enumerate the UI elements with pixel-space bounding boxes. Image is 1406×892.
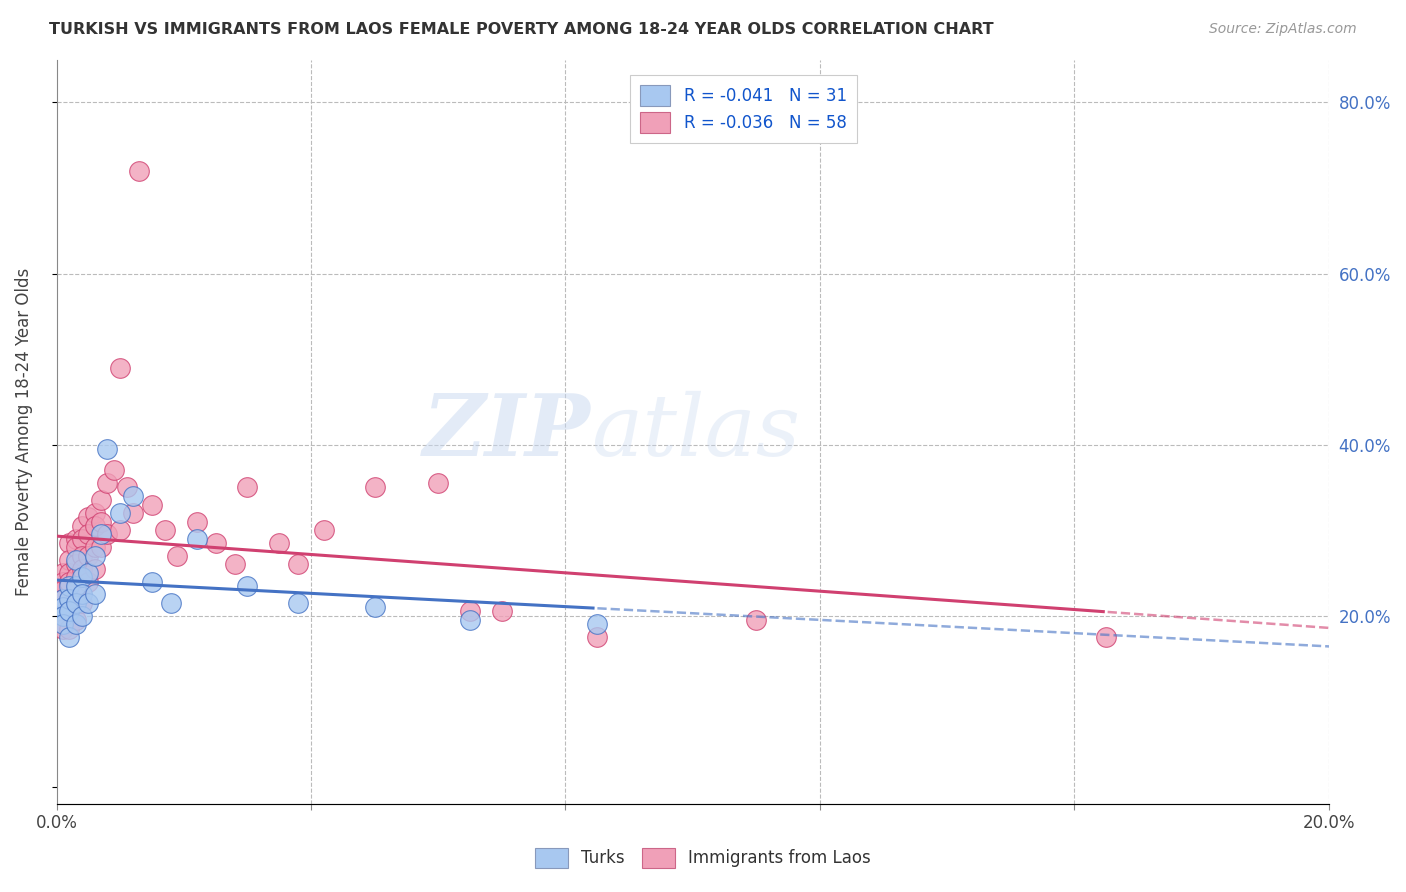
Point [52,608,75,623]
Point [52,583,75,598]
Text: TURKISH VS IMMIGRANTS FROM LAOS FEMALE POVERTY AMONG 18-24 YEAR OLDS CORRELATION: TURKISH VS IMMIGRANTS FROM LAOS FEMALE P… [49,22,994,37]
Point [141,498,163,512]
Point [77,549,100,563]
Point [491,605,513,619]
Point [52,617,75,632]
Point [58,630,80,644]
Point [65,558,87,572]
Point [70,570,93,584]
Point [83,506,105,520]
Point [77,574,100,589]
Point [269,536,291,550]
Point [96,442,118,456]
Point [166,549,188,563]
Point [58,574,80,589]
Point [103,463,125,477]
Point [58,622,80,636]
Point [128,164,150,178]
Point [236,480,259,494]
Point [427,476,450,491]
Text: Source: ZipAtlas.com: Source: ZipAtlas.com [1209,22,1357,37]
Point [65,541,87,555]
Point [312,523,335,537]
Point [204,536,226,550]
Point [186,532,208,546]
Point [77,596,100,610]
Point [52,566,75,580]
Point [52,600,75,615]
Point [70,608,93,623]
Point [70,549,93,563]
Point [122,506,145,520]
Legend: Turks, Immigrants from Laos: Turks, Immigrants from Laos [529,841,877,875]
Point [83,587,105,601]
Point [745,613,768,627]
Point [110,360,132,375]
Point [153,523,176,537]
Point [186,515,208,529]
Point [52,591,75,606]
Point [83,562,105,576]
Point [363,480,385,494]
Point [70,587,93,601]
Point [58,605,80,619]
Point [58,553,80,567]
Text: atlas: atlas [591,391,800,473]
Point [52,622,75,636]
Point [83,541,105,555]
Point [458,613,481,627]
Point [110,523,132,537]
Point [65,596,87,610]
Point [586,630,609,644]
Point [110,506,132,520]
Point [58,566,80,580]
Point [77,566,100,580]
Point [77,527,100,541]
Point [65,613,87,627]
Point [90,527,112,541]
Legend: R = -0.041   N = 31, R = -0.036   N = 58: R = -0.041 N = 31, R = -0.036 N = 58 [630,76,856,143]
Y-axis label: Female Poverty Among 18-24 Year Olds: Female Poverty Among 18-24 Year Olds [15,268,32,596]
Point [83,549,105,563]
Point [287,596,309,610]
Point [96,476,118,491]
Point [65,617,87,632]
Point [52,591,75,606]
Point [58,579,80,593]
Point [363,600,385,615]
Point [65,532,87,546]
Point [58,536,80,550]
Point [65,583,87,598]
Point [70,596,93,610]
Point [224,558,246,572]
Point [115,480,138,494]
Point [287,558,309,572]
Point [65,570,87,584]
Point [458,605,481,619]
Text: ZIP: ZIP [423,390,591,474]
Point [1095,630,1118,644]
Point [122,489,145,503]
Point [90,541,112,555]
Point [65,579,87,593]
Point [70,519,93,533]
Point [70,532,93,546]
Point [90,493,112,508]
Point [77,510,100,524]
Point [586,617,609,632]
Point [141,574,163,589]
Point [90,515,112,529]
Point [236,579,259,593]
Point [96,527,118,541]
Point [160,596,183,610]
Point [70,562,93,576]
Point [52,574,75,589]
Point [58,591,80,606]
Point [58,591,80,606]
Point [65,553,87,567]
Point [83,519,105,533]
